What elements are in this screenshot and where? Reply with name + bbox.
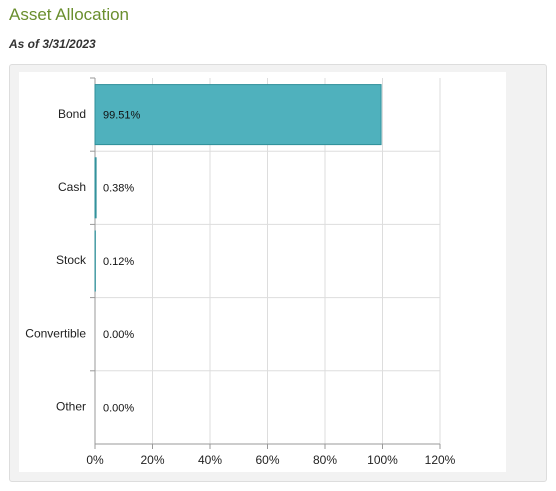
x-tick-label: 20% xyxy=(140,453,164,467)
chart-title: Asset Allocation xyxy=(9,5,130,24)
x-tick-label: 60% xyxy=(255,453,279,467)
x-tick-label: 0% xyxy=(86,453,104,467)
data-label: 99.51% xyxy=(103,110,141,122)
bar xyxy=(94,157,97,219)
x-tick-label: 80% xyxy=(313,453,337,467)
y-tick-label: Bond xyxy=(58,107,86,121)
y-tick-label: Cash xyxy=(58,180,86,194)
data-label: 0.12% xyxy=(103,256,134,268)
chart: 0% 20% 40% 60% 80% 100% 120% Bond 99.51% Cash 0.38… xyxy=(19,72,506,472)
x-tick-label: 40% xyxy=(198,453,222,467)
data-label: 0.00% xyxy=(103,329,134,341)
y-tick-label: Convertible xyxy=(25,326,86,340)
data-label: 0.38% xyxy=(103,183,134,195)
chart-subtitle: As of 3/31/2023 xyxy=(9,37,96,51)
data-label: 0.00% xyxy=(103,402,134,414)
bar xyxy=(94,84,382,146)
y-tick-label: Stock xyxy=(56,253,87,267)
x-tick-label: 120% xyxy=(425,453,456,467)
y-tick-label: Other xyxy=(56,400,86,414)
x-tick-label: 100% xyxy=(367,453,398,467)
